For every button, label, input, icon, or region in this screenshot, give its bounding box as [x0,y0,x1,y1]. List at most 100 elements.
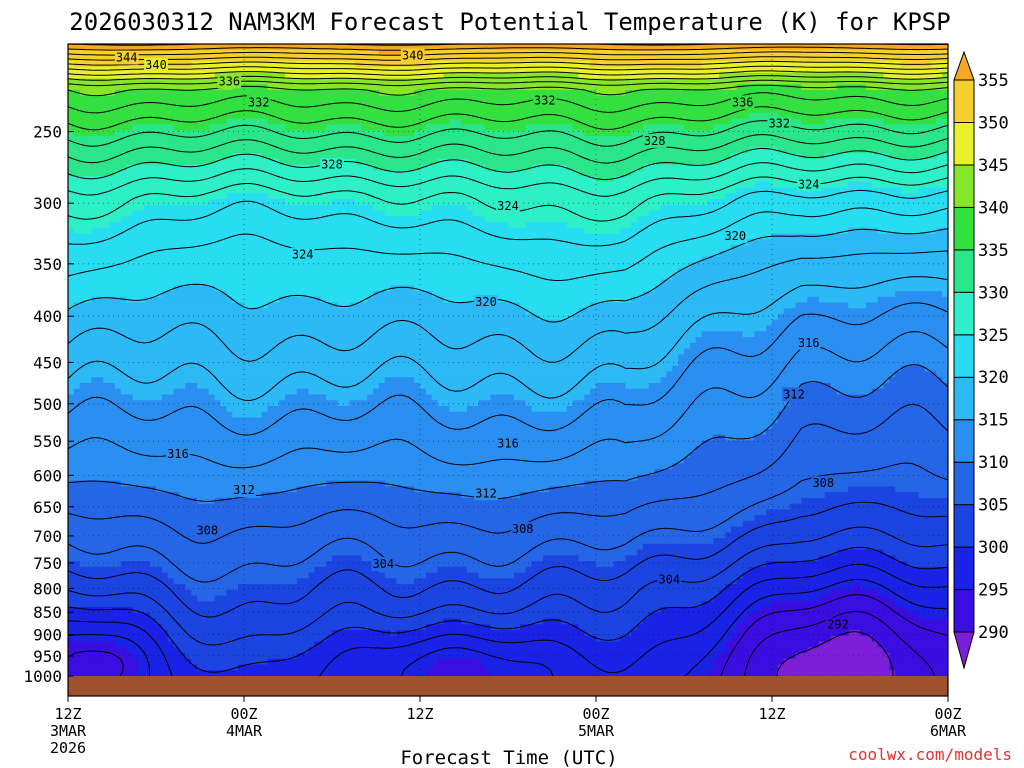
temperature-cell [332,199,357,206]
y-tick-label: 1000 [23,667,62,686]
temperature-cell [906,607,948,614]
colorbar-swatch [953,461,975,506]
temperature-cell [132,124,175,131]
svg-text:324: 324 [497,199,519,213]
isotherm-336 [68,106,948,131]
temperature-cell [730,526,948,533]
contour-label: 308 [811,476,836,491]
temperature-cell [68,348,685,355]
temperature-cell [672,273,948,281]
colorbar-swatch [953,546,975,591]
temperature-cell [654,469,948,476]
temperature-cell [772,601,896,608]
colorbar-label: 310 [978,453,1009,473]
temperature-cell [138,658,192,666]
temperature-cell [431,394,491,401]
temperature-cell [308,388,374,396]
isotherm-334 [68,120,948,147]
temperature-cell [73,227,93,235]
temperature-cell [660,607,761,614]
svg-text:316: 316 [167,447,189,461]
svg-text:308: 308 [512,522,534,536]
temperature-cell [443,618,462,625]
temperature-cell [631,630,738,637]
temperature-cell [326,635,597,643]
contour-label: 320 [723,228,748,243]
temperature-cell [437,400,480,407]
svg-text:328: 328 [644,134,666,148]
temperature-cell [267,84,738,91]
temperature-cell [777,314,948,321]
temperature-cell [584,394,791,401]
temperature-cell [132,653,186,660]
temperature-cell [748,566,948,574]
temperature-cell [642,164,948,171]
y-tick-label: 900 [33,626,62,645]
temperature-cell [378,89,415,97]
svg-text:332: 332 [248,95,270,109]
temperature-cell [367,394,433,401]
colorbar-label: 340 [978,198,1009,218]
contour-label: 312 [474,486,498,501]
temperature-cell [68,423,773,430]
temperature-cell [226,405,269,413]
temperature-cell [132,210,386,217]
temperature-cell [466,405,533,413]
temperature-cell [68,130,75,137]
temperature-cell [185,584,239,591]
temperature-cell [689,451,948,459]
temperature-cell [114,641,175,648]
svg-text:332: 332 [534,94,556,108]
temperature-cell [742,520,948,528]
temperature-cell [232,411,263,419]
temperature-cell [414,49,948,57]
temperature-cell [267,658,439,666]
contour-label: 336 [730,95,755,110]
temperature-cell [373,164,421,171]
temperature-cell [631,130,948,137]
temperature-cell [156,618,445,625]
temperature-cell [425,124,486,131]
temperature-cell [355,199,709,206]
temperature-cell [156,486,298,493]
temperature-cell [666,371,896,378]
temperature-cell [68,360,679,367]
svg-text:304: 304 [372,557,394,571]
temperature-cell [132,394,163,401]
contour-label: 340 [400,48,425,63]
temperature-cell [161,566,315,574]
temperature-cell [226,291,374,298]
colorbar-swatch [953,79,975,123]
temperature-cell [114,130,386,137]
y-tick-label: 550 [33,432,62,451]
temperature-cell [68,89,81,97]
temperature-cell [795,388,838,396]
isotherm-292 [744,610,935,677]
colorbar-label: 295 [978,581,1009,601]
temperature-cell [226,193,269,200]
isotherm-330 [68,148,948,180]
temperature-cell [537,314,574,321]
temperature-cell [349,302,521,309]
temperature-cell [68,566,163,574]
temperature-cell [818,296,879,304]
temperature-cell [150,612,650,620]
temperature-cell [378,382,421,390]
temperature-cell [918,187,948,194]
temperature-cell [214,497,802,505]
temperature-cell [689,262,948,269]
temperature-cell [120,561,151,568]
temperature-cell [114,382,186,390]
temperature-cell [68,354,679,361]
colorbar-swatch [953,164,975,208]
contour-label: 324 [496,198,520,213]
temperature-cell [285,199,333,206]
temperature-cell [883,382,948,390]
temperature-cell [695,337,948,344]
temperature-cell [584,480,948,487]
temperature-cell [68,262,691,269]
temperature-cell [484,124,527,131]
temperature-field: 344 340 340 336 332 332 336 332 328 328 324 324 324 3… [68,44,948,696]
temperature-cell [936,371,948,378]
temperature-cell [332,555,362,562]
